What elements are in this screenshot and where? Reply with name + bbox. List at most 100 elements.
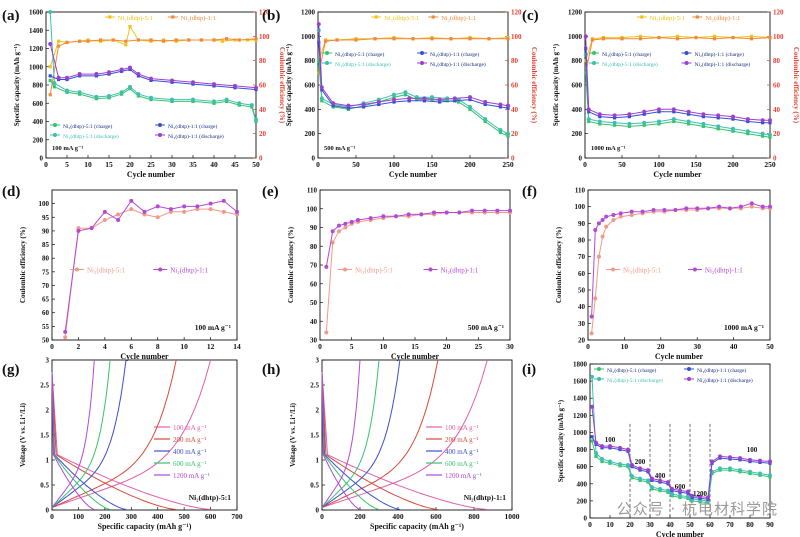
data-point [94,94,99,99]
data-point [182,204,187,209]
legend-label: 100 mA g⁻¹ [173,424,206,432]
data-point [162,39,166,43]
data-point [419,212,424,217]
legend-label: Ni₂(dhtp)-1:1 (charge) [697,367,746,374]
data-point [356,218,360,222]
panel-6: (g) 0 100 200 300 400 500 600 700 0 0.5 1 1.5 2 2.5 3 Sp… [2,357,243,532]
data-point [337,223,341,228]
data-point [589,331,594,336]
data-point [403,90,408,95]
data-point [453,99,457,103]
data-point [642,120,647,125]
data-point [731,129,735,133]
x-tick-label: 30 [168,160,176,169]
data-point [362,105,366,109]
data-point [672,119,676,124]
panel-1: (b)0 50 100 150 200 2500200400600800100012000… [262,8,538,179]
panel-2: (c)0 50 100 150 200 2500200400600800100012000… [522,8,800,179]
y2-tick-label: 120 [773,9,784,17]
data-point [76,228,81,233]
data-point [52,85,56,89]
x-tick-label: 150 [426,160,438,169]
data-point [317,71,321,75]
legend-label: Ni₂(dhtp)-1:1 (charge) [695,51,744,58]
data-point [65,40,69,45]
data-point [381,214,386,219]
rate-label: 200 [635,458,646,466]
data-point [594,450,598,455]
y-tick-label: 1600 [29,9,44,17]
x-tick-label: 200 [727,160,739,169]
x-axis-label: Cycle number [391,352,440,361]
data-point [590,439,594,443]
y2-tick-label: 0 [773,155,777,163]
legend-label: Ni₂(dhtp)-1:1 (discharge) [168,133,224,140]
data-point [468,107,472,111]
data-point [254,37,258,41]
legend-marker [592,51,596,55]
data-point [768,135,772,139]
data-point [584,71,588,75]
legend-marker [684,51,689,55]
panel-8: (i) 0 10 20 30 40 50 60 70 80 90 0 200 400 600 800 1000 1… [522,361,774,537]
x-tick-label: 100 [388,160,400,169]
data-point [658,486,662,491]
chart-note: 500 mA g⁻¹ [324,145,355,152]
data-point [642,109,647,114]
data-point [684,206,689,211]
panel-label: (g) [2,362,20,378]
legend-marker [597,367,601,371]
data-point [377,102,381,107]
y-tick-label: 600 [572,82,583,90]
x-tick-label: 100 [73,512,85,521]
data-point [701,121,706,126]
data-point [586,117,591,122]
y2-axis-label: Coulombic efficiency (%) [792,47,800,124]
data-point [168,207,173,212]
legend-label: 1200 mA g⁻¹ [445,472,482,480]
legend-label: Ni₂(dhtp)-5:1 (discharge) [607,377,663,384]
data-point [710,459,714,464]
panel-label: (d) [2,184,20,200]
x-tick-label: 0 [583,160,587,169]
data-point [586,107,591,112]
panel-4: (e) 0 5 10 15 20 25 30 30 40 50 60 70 80 90 100 110 Cycle… [262,184,514,361]
data-point [63,329,68,334]
data-point [324,39,328,43]
legend-marker [684,61,689,65]
data-point [690,493,694,498]
data-point [594,454,598,458]
y2-tick-label: 40 [511,106,519,114]
data-point [77,90,82,95]
data-point [718,466,722,471]
plot-frame [51,189,238,341]
x-tick-label: 30 [693,342,701,351]
discharge-curve [321,371,400,510]
data-point [671,107,676,112]
y-tick-label: 100 [39,200,50,208]
data-point [77,72,82,77]
data-point [422,96,427,101]
legend-label: 400 mA g⁻¹ [173,448,206,456]
chart-note: 500 mA g⁻¹ [468,323,504,332]
y2-tick-label: 80 [511,57,519,65]
series-line [318,38,508,73]
legend-label: Ni₂(dhtp)-5:1 [623,267,661,275]
discharge-curve [321,371,438,510]
y-tick-label: 110 [575,187,586,195]
data-point [613,123,617,127]
x-tick-label: 200 [464,160,476,169]
plot-frame [584,11,771,159]
data-point [761,121,765,125]
data-point [593,228,598,232]
data-point [626,462,630,467]
data-point [128,84,132,89]
y-tick-label: 200 [577,497,588,505]
data-point [111,38,115,42]
data-point [57,44,61,48]
y-axis-label: Specific capacity (mAh g⁻¹) [13,43,21,126]
y2-tick-label: 100 [511,33,522,41]
legend-label: Ni₂(dhtp)-1:1 [705,267,743,275]
data-point [254,117,258,122]
data-point [620,37,624,41]
